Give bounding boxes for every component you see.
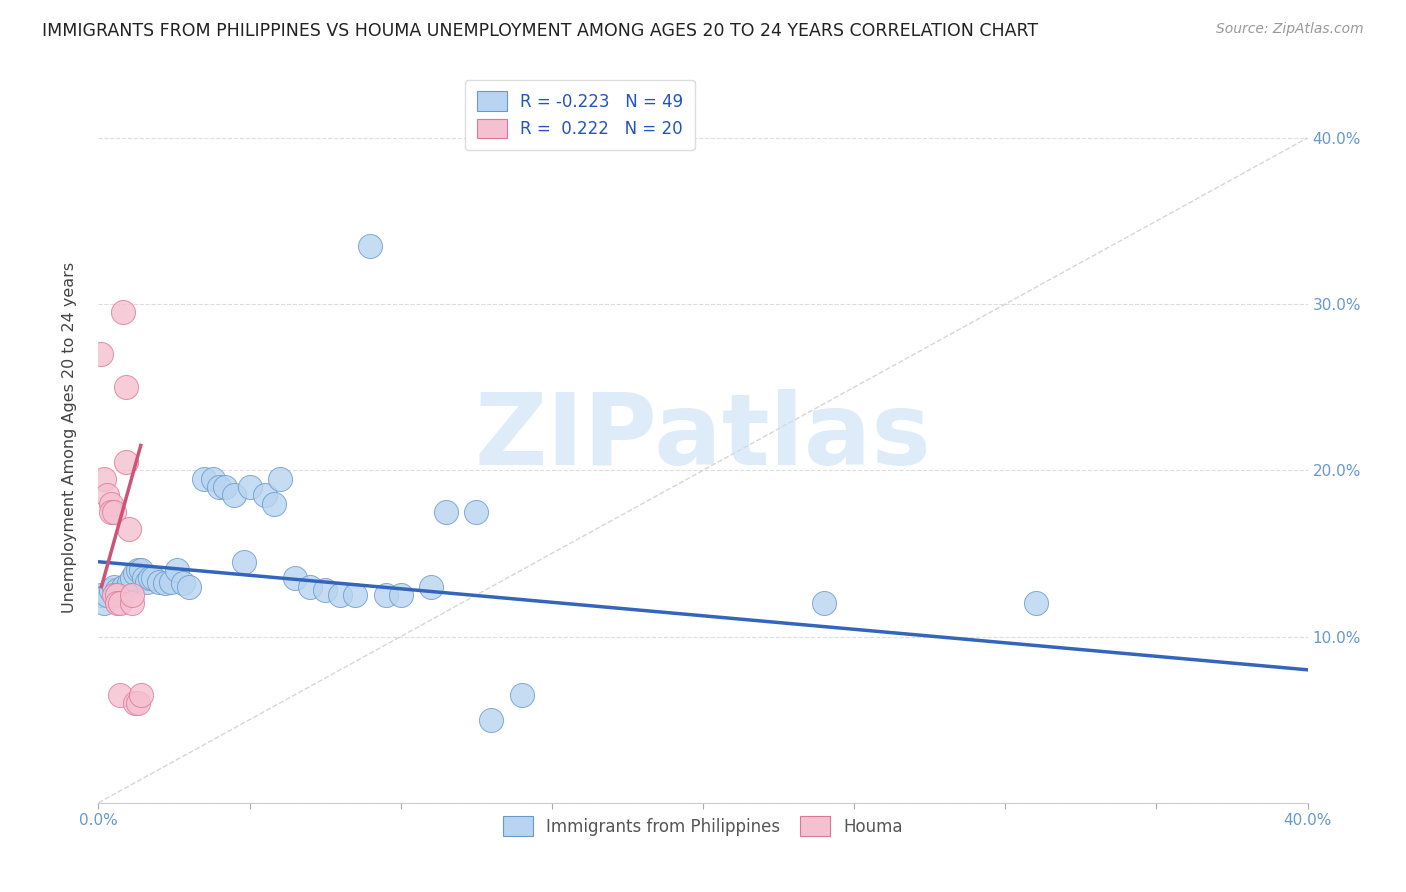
Point <box>160 574 183 589</box>
Point <box>105 582 128 597</box>
Point <box>153 576 176 591</box>
Point <box>93 472 115 486</box>
Point <box>813 596 835 610</box>
Point <box>103 505 125 519</box>
Point <box>114 582 136 597</box>
Point <box>208 480 231 494</box>
Point <box>90 588 112 602</box>
Point <box>139 571 162 585</box>
Point <box>108 688 131 702</box>
Point <box>121 571 143 585</box>
Point <box>111 305 134 319</box>
Point <box>127 563 149 577</box>
Point <box>299 580 322 594</box>
Point <box>360 239 382 253</box>
Point <box>434 505 457 519</box>
Point <box>465 505 488 519</box>
Point <box>121 588 143 602</box>
Point <box>111 580 134 594</box>
Y-axis label: Unemployment Among Ages 20 to 24 years: Unemployment Among Ages 20 to 24 years <box>62 261 77 613</box>
Point <box>103 588 125 602</box>
Point <box>124 566 146 581</box>
Text: IMMIGRANTS FROM PHILIPPINES VS HOUMA UNEMPLOYMENT AMONG AGES 20 TO 24 YEARS CORR: IMMIGRANTS FROM PHILIPPINES VS HOUMA UNE… <box>42 22 1038 40</box>
Point <box>114 455 136 469</box>
Point <box>193 472 215 486</box>
Point <box>124 696 146 710</box>
Point <box>127 696 149 710</box>
Point <box>179 580 201 594</box>
Point <box>142 571 165 585</box>
Point <box>232 555 254 569</box>
Point <box>105 596 128 610</box>
Point <box>202 472 225 486</box>
Point <box>118 521 141 535</box>
Point <box>269 472 291 486</box>
Point <box>96 588 118 602</box>
Point <box>374 588 396 602</box>
Point <box>284 571 307 585</box>
Point <box>121 596 143 610</box>
Text: ZIPatlas: ZIPatlas <box>475 389 931 485</box>
Legend: Immigrants from Philippines, Houma: Immigrants from Philippines, Houma <box>494 806 912 846</box>
Point <box>96 488 118 502</box>
Point <box>90 347 112 361</box>
Point <box>93 596 115 610</box>
Point <box>105 588 128 602</box>
Point <box>172 576 194 591</box>
Text: Source: ZipAtlas.com: Source: ZipAtlas.com <box>1216 22 1364 37</box>
Point <box>100 505 122 519</box>
Point <box>114 380 136 394</box>
Point <box>166 563 188 577</box>
Point <box>420 580 443 594</box>
Point <box>108 596 131 610</box>
Point <box>329 588 352 602</box>
Point <box>148 574 170 589</box>
Point <box>344 588 367 602</box>
Point <box>214 480 236 494</box>
Point <box>510 688 533 702</box>
Point <box>1024 596 1046 610</box>
Point <box>239 480 262 494</box>
Point <box>118 576 141 591</box>
Point <box>100 582 122 597</box>
Point <box>224 488 246 502</box>
Point <box>314 582 336 597</box>
Point <box>100 497 122 511</box>
Point <box>103 580 125 594</box>
Point <box>135 574 157 589</box>
Point <box>129 563 152 577</box>
Point <box>132 571 155 585</box>
Point <box>389 588 412 602</box>
Point <box>481 713 503 727</box>
Point <box>263 497 285 511</box>
Point <box>108 584 131 599</box>
Point <box>253 488 276 502</box>
Point <box>129 688 152 702</box>
